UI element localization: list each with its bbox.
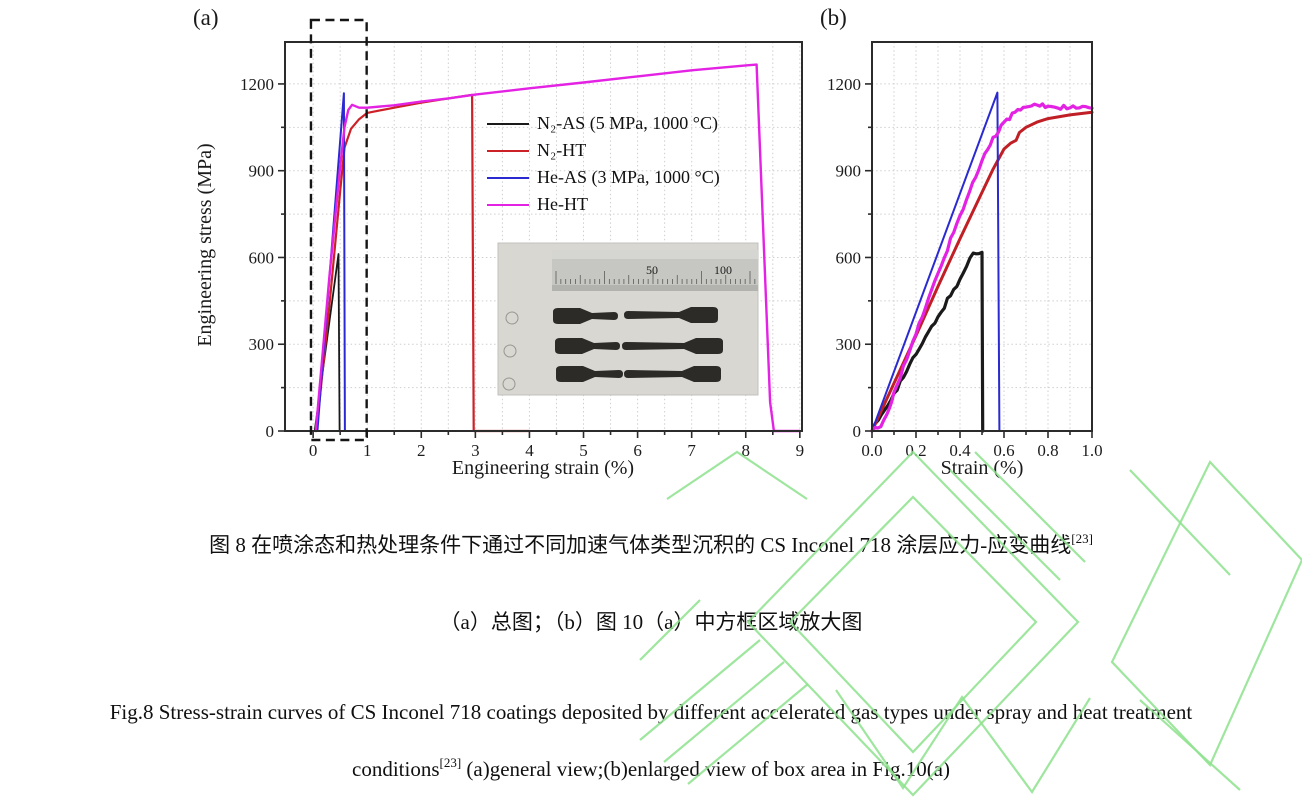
x-axis-title-a: Engineering strain (%) bbox=[451, 457, 635, 479]
legend-label: He-AS (3 MPa, 1000 °C) bbox=[537, 167, 720, 187]
ruler-label-50: 50 bbox=[646, 263, 658, 277]
legend-line-swatch-red bbox=[487, 149, 529, 152]
y-tick-label: 300 bbox=[249, 335, 275, 354]
specimen bbox=[556, 366, 623, 382]
caption-zh-line1: 图 8 在喷涂态和热处理条件下通过不同加速气体类型沉积的 CS Inconel … bbox=[0, 529, 1302, 559]
x-tick-label: 1 bbox=[363, 441, 372, 460]
y-tick-label: 900 bbox=[249, 162, 275, 181]
y-tick-label: 900 bbox=[836, 162, 862, 181]
legend-item-n2-as: N₂-AS (5 MPa, 1000 °C) bbox=[487, 110, 720, 137]
legend-item-he-as: He-AS (3 MPa, 1000 °C) bbox=[487, 164, 720, 191]
caption-zh-line1-text: 图 8 在喷涂态和热处理条件下通过不同加速气体类型沉积的 CS Inconel … bbox=[209, 533, 1072, 557]
panel-a-label: (a) bbox=[193, 5, 219, 30]
caption-en-line2-post: (a)general view;(b)enlarged view of box … bbox=[461, 757, 950, 781]
ruler-label-100: 100 bbox=[714, 263, 732, 277]
caption-en-line2-pre: conditions bbox=[352, 757, 440, 781]
specimen bbox=[624, 366, 721, 382]
specimen bbox=[553, 308, 618, 324]
specimen bbox=[622, 338, 723, 354]
series-line bbox=[314, 63, 801, 433]
caption-zh-line2: （a）总图；（b）图 10（a）中方框区域放大图 bbox=[439, 610, 863, 634]
legend-label: N₂-AS (5 MPa, 1000 °C) bbox=[537, 113, 718, 133]
x-axis-title-b: Strain (%) bbox=[940, 457, 1024, 479]
ruler-tick-marks bbox=[555, 271, 756, 284]
caption-zh-line1-ref: [23] bbox=[1071, 531, 1093, 546]
y-axis-title-a: Engineering stress (MPa) bbox=[194, 143, 216, 347]
tensile-specimens bbox=[553, 307, 723, 382]
x-tick-label: 0 bbox=[309, 441, 318, 460]
legend-line-swatch-magenta bbox=[487, 203, 529, 206]
x-tick-label: 2 bbox=[417, 441, 426, 460]
y-tick-label: 1200 bbox=[827, 75, 861, 94]
y-tick-label: 0 bbox=[266, 422, 275, 441]
specimen-photo-inset: 50 100 bbox=[497, 242, 759, 396]
plot-frame bbox=[284, 41, 803, 432]
caption-en-line1: Fig.8 Stress-strain curves of CS Inconel… bbox=[109, 700, 1193, 724]
legend-item-n2-ht: N₂-HT bbox=[487, 137, 720, 164]
legend-line-swatch-black bbox=[487, 122, 529, 125]
y-tick-label: 600 bbox=[836, 248, 862, 267]
x-tick-label: 3 bbox=[471, 441, 480, 460]
handwritten-marks bbox=[502, 311, 519, 391]
y-tick-label: 300 bbox=[836, 335, 862, 354]
series-line bbox=[870, 110, 1094, 433]
specimen bbox=[624, 307, 718, 323]
x-tick-label: 4 bbox=[525, 441, 534, 460]
x-tick-label: 5 bbox=[579, 441, 588, 460]
ruler-edge bbox=[552, 285, 758, 291]
legend-line-swatch-blue bbox=[487, 176, 529, 179]
y-tick-label: 1200 bbox=[240, 75, 274, 94]
specimen bbox=[555, 338, 620, 354]
legend-label: N₂-HT bbox=[537, 140, 587, 160]
legend-item-he-ht: He-HT bbox=[487, 191, 720, 218]
ruler-highlight bbox=[552, 250, 758, 259]
y-tick-label: 0 bbox=[853, 422, 862, 441]
series-line bbox=[871, 91, 1001, 432]
caption-en-line2: conditions[23] (a)general view;(b)enlarg… bbox=[0, 755, 1302, 782]
x-tick-label: 7 bbox=[687, 441, 696, 460]
y-tick-label: 600 bbox=[249, 248, 275, 267]
legend: N₂-AS (5 MPa, 1000 °C) N₂-HT He-AS (3 MP… bbox=[487, 110, 720, 218]
legend-label: He-HT bbox=[537, 194, 588, 214]
caption-en-line2-ref: [23] bbox=[439, 755, 462, 770]
series-line bbox=[870, 102, 1094, 433]
x-tick-label: 9 bbox=[796, 441, 805, 460]
x-tick-label: 8 bbox=[742, 441, 751, 460]
x-tick-label: 1.0 bbox=[1081, 441, 1102, 460]
x-tick-label: 6 bbox=[633, 441, 642, 460]
zoom-region-dashed-box bbox=[309, 18, 368, 442]
panel-b-label: (b) bbox=[820, 5, 847, 30]
